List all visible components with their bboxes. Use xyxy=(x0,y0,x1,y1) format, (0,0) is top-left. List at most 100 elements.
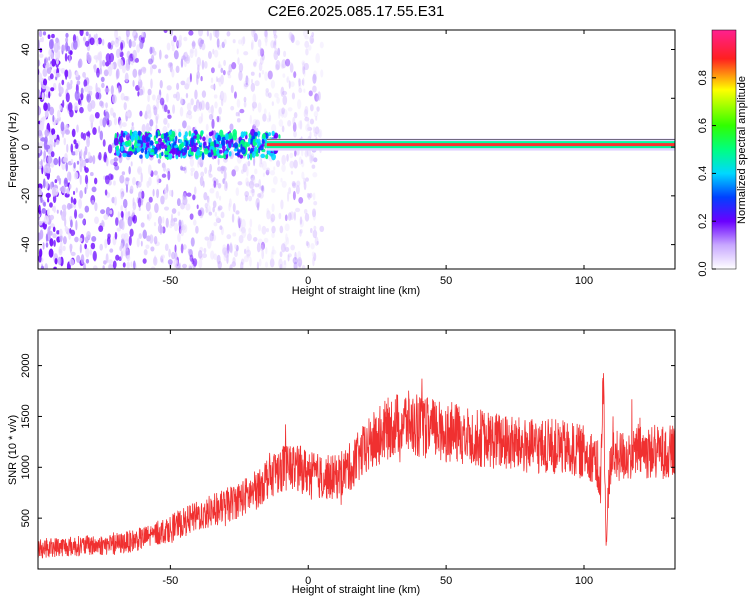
spectrogram-noise-blob xyxy=(287,254,290,262)
spectrogram-noise-blob xyxy=(86,138,90,148)
spectrogram-noise-blob xyxy=(215,216,220,223)
spectrogram-noise-blob xyxy=(271,225,276,234)
spectrogram-noise-blob xyxy=(189,213,194,220)
spectrogram-noise-blob xyxy=(264,36,269,43)
spectrogram-noise-blob xyxy=(47,155,53,164)
spectrogram-noise-blob xyxy=(284,223,290,232)
spectrogram-band-blob xyxy=(219,149,223,154)
spectrogram-band-blob xyxy=(157,137,163,143)
spectrogram-band-blob xyxy=(173,141,177,146)
spectrogram-noise-blob xyxy=(61,204,67,211)
spectrogram-noise-blob xyxy=(120,233,126,240)
spectrogram-band-blob xyxy=(243,131,247,137)
spectrogram-noise-blob xyxy=(310,227,313,234)
spectrogram-noise-blob xyxy=(258,62,263,72)
spectrogram-noise-blob xyxy=(309,35,314,45)
spectrogram-noise-blob xyxy=(263,237,269,243)
spectrogram-noise-blob xyxy=(70,196,74,204)
spectrogram-band-blob xyxy=(122,152,128,158)
spectrogram-noise-blob xyxy=(224,179,227,189)
spectrogram-noise-blob xyxy=(304,213,310,222)
spectrogram-noise-blob xyxy=(118,85,121,94)
spectrogram-noise-blob xyxy=(241,218,246,229)
spectrogram-noise-blob xyxy=(229,243,233,253)
spectrogram-band-blob xyxy=(212,147,215,151)
spectrogram-noise-blob xyxy=(166,42,171,51)
spectrogram-noise-blob xyxy=(47,197,50,203)
spectrogram-noise-blob xyxy=(61,44,66,52)
spectrogram-noise-blob xyxy=(43,150,47,159)
spectrogram-noise-blob xyxy=(151,64,157,70)
spectrogram-noise-blob xyxy=(51,33,55,39)
spectrogram-noise-blob xyxy=(103,69,109,77)
spectrogram-noise-blob xyxy=(294,251,297,260)
spectrogram-noise-blob xyxy=(254,119,260,128)
spectrogram-noise-blob xyxy=(298,120,302,129)
spectrogram-noise-blob xyxy=(201,59,205,70)
spectrogram-noise-blob xyxy=(203,247,207,254)
spectrogram-noise-blob xyxy=(281,111,284,118)
spectrogram-noise-blob xyxy=(163,189,169,200)
snr-frame xyxy=(37,329,676,570)
spectrogram-noise-blob xyxy=(213,30,218,38)
spectrogram-noise-blob xyxy=(62,208,67,218)
spectrogram-band-blob xyxy=(139,154,143,159)
spectrogram-noise-blob xyxy=(299,216,303,225)
spectrogram-noise-blob xyxy=(304,35,310,40)
spectrogram-band-blob xyxy=(168,130,172,136)
spectrogram-noise-blob xyxy=(271,101,274,107)
spectrogram-noise-blob xyxy=(317,91,321,101)
spectrogram-noise-blob xyxy=(287,212,292,221)
spectrogram-noise-blob xyxy=(160,254,165,259)
spectrogram-noise-blob xyxy=(249,189,255,194)
spectrogram-noise-blob xyxy=(65,41,69,52)
spectrogram-noise-blob xyxy=(156,174,160,185)
spectrogram-noise-blob xyxy=(265,36,268,47)
spectrogram-noise-blob xyxy=(223,181,228,192)
spectrogram-noise-blob xyxy=(167,109,170,114)
spectrogram-noise-blob xyxy=(97,37,102,45)
spectrogram-noise-blob xyxy=(252,175,256,186)
spectrogram-noise-blob xyxy=(105,253,109,264)
spectrogram-noise-blob xyxy=(281,154,287,166)
spectrogram-noise-blob xyxy=(53,69,57,75)
spectrogram-noise-blob xyxy=(131,122,134,127)
spectrogram-noise-blob xyxy=(252,93,257,104)
spectrogram-noise-blob xyxy=(133,260,136,269)
spectrogram-noise-blob xyxy=(74,236,79,243)
spectrogram-noise-blob xyxy=(89,37,95,46)
spectrogram-noise-blob xyxy=(125,30,130,38)
spectrogram-noise-blob xyxy=(179,106,184,117)
spectrogram-noise-blob xyxy=(264,71,268,81)
spectrogram-noise-blob xyxy=(68,183,72,189)
spectrogram-band-blob xyxy=(201,152,205,161)
spectrogram-noise-blob xyxy=(291,180,296,187)
spectrogram-noise-blob xyxy=(75,220,78,231)
spectrogram-noise-blob xyxy=(108,259,113,265)
spectrogram-noise-blob xyxy=(114,39,120,48)
spectrogram-noise-blob xyxy=(292,121,297,133)
spectrogram-noise-blob xyxy=(73,102,79,111)
spectrogram-noise-blob xyxy=(312,85,317,93)
spectrogram-noise-blob xyxy=(284,246,290,253)
spectrogram-noise-blob xyxy=(42,116,47,121)
spectrogram-noise-blob xyxy=(233,250,238,258)
spectrogram-noise-blob xyxy=(289,63,294,73)
spectrogram-noise-blob xyxy=(251,188,255,193)
spectrogram-noise-blob xyxy=(66,143,69,153)
spectrogram-noise-blob xyxy=(45,181,49,190)
spectrogram-noise-blob xyxy=(157,215,162,226)
spectrogram-noise-blob xyxy=(312,210,317,221)
spectrogram-noise-blob xyxy=(107,233,111,239)
spectrogram-noise-blob xyxy=(309,131,312,139)
spectrogram-noise-blob xyxy=(122,262,126,268)
spectrogram-noise-blob xyxy=(84,243,87,250)
spectrogram-noise-blob xyxy=(265,169,270,176)
spectrogram-noise-blob xyxy=(287,191,290,202)
spectrogram-noise-blob xyxy=(46,208,50,216)
spectrogram-noise-blob xyxy=(287,120,292,127)
spectrogram-noise-blob xyxy=(76,80,81,86)
spectrogram-noise-blob xyxy=(150,266,156,269)
spectrogram-noise-blob xyxy=(128,166,131,175)
